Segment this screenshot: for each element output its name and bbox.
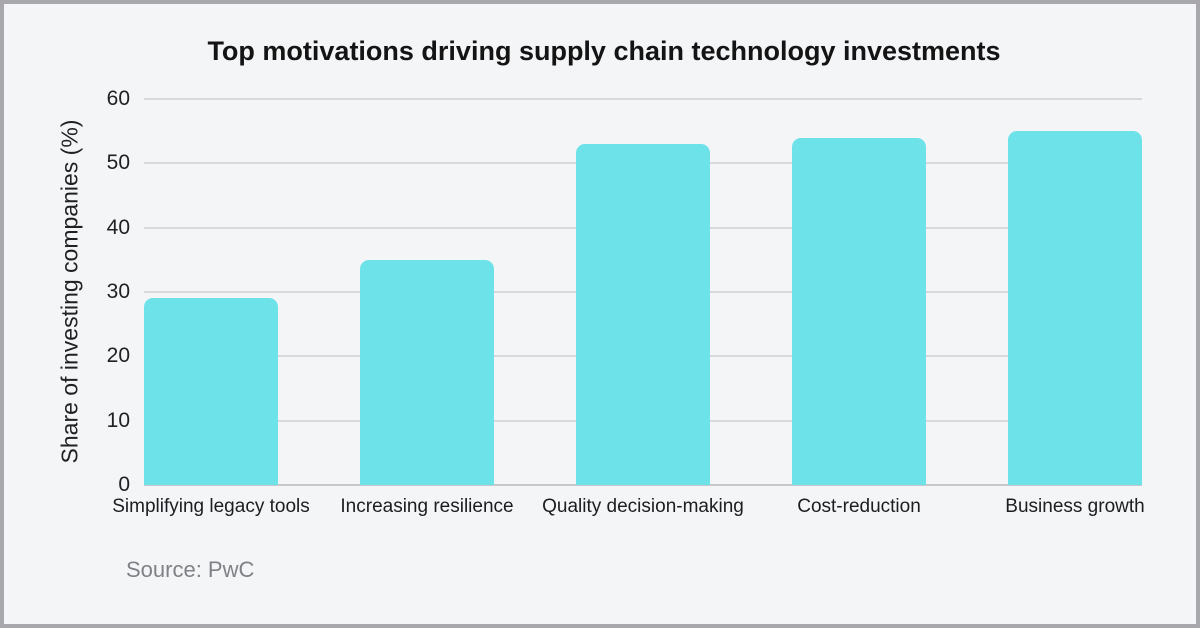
x-axis-baseline — [144, 484, 1142, 486]
bar — [792, 137, 926, 485]
x-category-label: Increasing resilience — [340, 496, 514, 517]
y-tick-label: 0 — [118, 473, 130, 496]
y-tick-label: 50 — [106, 151, 130, 175]
gridline — [144, 98, 1142, 100]
source-caption: Source: PwC — [126, 557, 255, 582]
y-tick-label: 60 — [106, 87, 130, 110]
y-tick-label: 30 — [106, 280, 130, 303]
y-tick-label: 10 — [106, 408, 130, 432]
bar — [1008, 131, 1142, 485]
x-category-label: Business growth — [1005, 496, 1145, 517]
bar — [360, 259, 494, 485]
y-tick-label: 20 — [106, 344, 130, 368]
x-category-label: Simplifying legacy tools — [112, 496, 310, 517]
chart-title: Top motivations driving supply chain tec… — [207, 36, 1001, 66]
x-category-label: Quality decision-making — [542, 496, 744, 517]
y-tick-label: 40 — [106, 215, 130, 239]
x-category-label: Cost-reduction — [797, 496, 921, 517]
bar — [144, 298, 278, 485]
bar — [576, 144, 710, 485]
